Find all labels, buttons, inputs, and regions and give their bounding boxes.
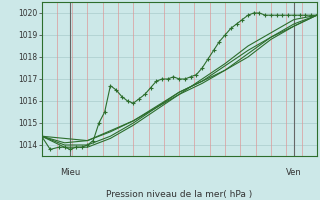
Text: Pression niveau de la mer( hPa ): Pression niveau de la mer( hPa ) bbox=[106, 190, 252, 199]
Text: Mieu: Mieu bbox=[60, 168, 80, 177]
Text: Ven: Ven bbox=[286, 168, 302, 177]
